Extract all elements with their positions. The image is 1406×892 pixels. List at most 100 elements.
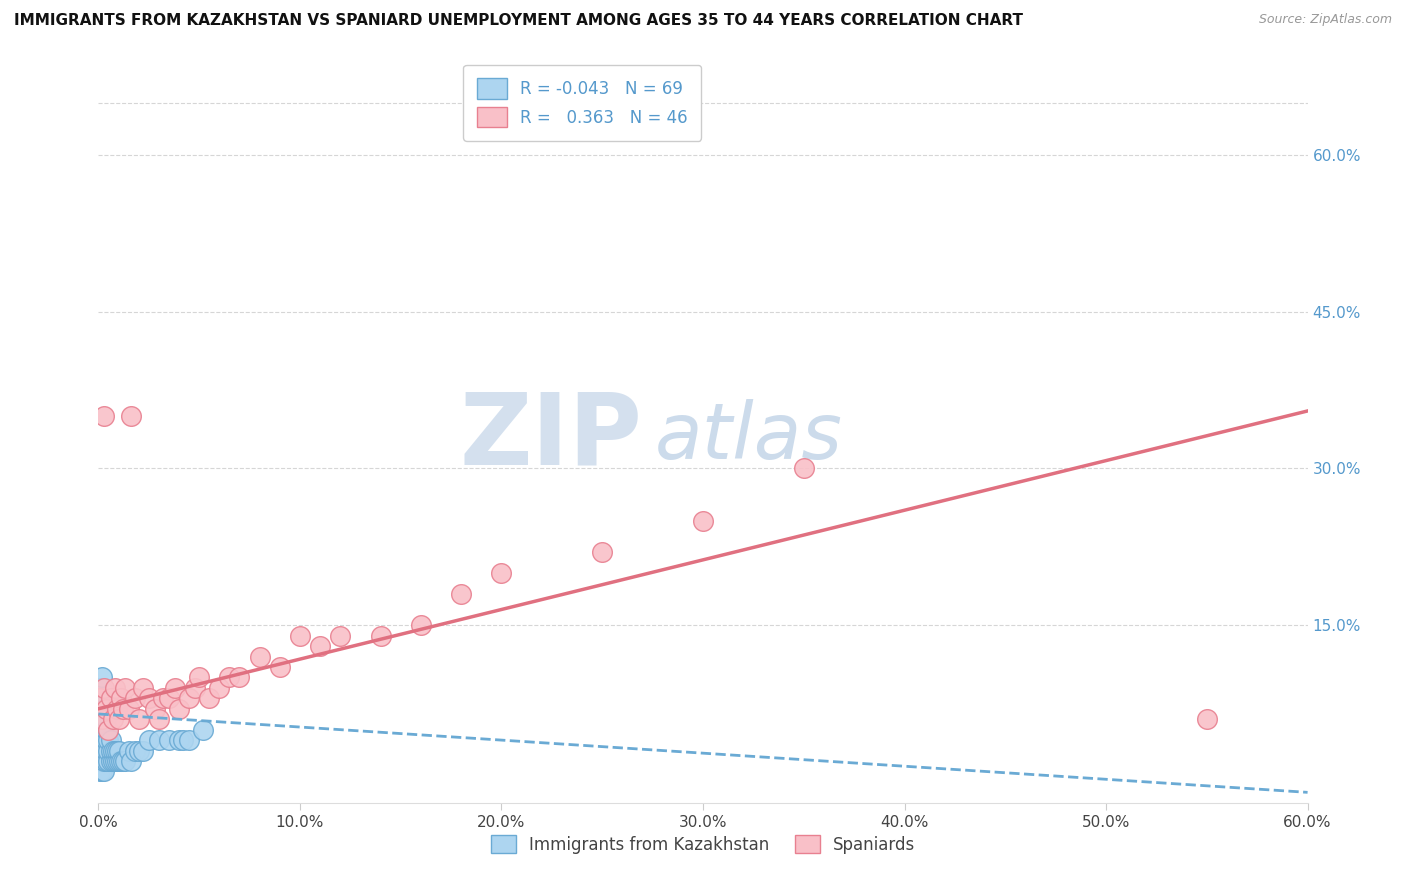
Point: [89, 681, 111, 695]
Point: [179, 691, 201, 706]
Point: [309, 639, 332, 653]
Point: [105, 754, 128, 768]
Point: [93, 409, 115, 424]
Point: [124, 691, 146, 706]
Point: [89, 712, 111, 726]
Point: [218, 670, 240, 684]
Point: [692, 514, 714, 528]
Point: [97, 743, 120, 757]
Point: [89, 743, 111, 757]
Point: [409, 618, 432, 632]
Point: [89, 712, 111, 726]
Point: [188, 670, 211, 684]
Point: [124, 743, 146, 757]
Point: [87, 754, 110, 768]
Point: [96, 743, 118, 757]
Text: Source: ZipAtlas.com: Source: ZipAtlas.com: [1258, 13, 1392, 27]
Point: [91, 712, 114, 726]
Legend: Immigrants from Kazakhstan, Spaniards: Immigrants from Kazakhstan, Spaniards: [484, 829, 922, 860]
Point: [157, 691, 180, 706]
Point: [793, 461, 815, 475]
Point: [198, 691, 221, 706]
Point: [96, 702, 118, 716]
Point: [89, 723, 111, 737]
Point: [107, 754, 129, 768]
Point: [91, 723, 114, 737]
Point: [228, 670, 250, 684]
Point: [89, 754, 111, 768]
Point: [172, 733, 194, 747]
Point: [87, 743, 110, 757]
Point: [89, 764, 111, 779]
Point: [97, 723, 120, 737]
Point: [91, 681, 114, 695]
Point: [132, 681, 155, 695]
Point: [329, 629, 352, 643]
Point: [114, 681, 136, 695]
Point: [107, 743, 129, 757]
Point: [163, 681, 186, 695]
Point: [93, 743, 115, 757]
Point: [105, 702, 128, 716]
Point: [91, 712, 114, 726]
Point: [120, 409, 142, 424]
Point: [93, 681, 115, 695]
Point: [103, 754, 125, 768]
Point: [91, 754, 114, 768]
Point: [193, 723, 215, 737]
Point: [167, 702, 190, 716]
Point: [89, 733, 111, 747]
Point: [93, 764, 115, 779]
Point: [101, 743, 124, 757]
Point: [100, 743, 122, 757]
Point: [450, 587, 472, 601]
Point: [100, 691, 122, 706]
Point: [100, 754, 122, 768]
Point: [97, 754, 120, 768]
Point: [269, 660, 291, 674]
Point: [93, 733, 115, 747]
Point: [101, 754, 124, 768]
Point: [118, 743, 141, 757]
Point: [110, 691, 132, 706]
Point: [91, 743, 114, 757]
Point: [491, 566, 513, 580]
Point: [89, 691, 111, 706]
Point: [96, 712, 118, 726]
Point: [107, 712, 129, 726]
Point: [114, 754, 136, 768]
Point: [138, 733, 160, 747]
Point: [157, 733, 180, 747]
Point: [91, 733, 114, 747]
Point: [105, 743, 128, 757]
Point: [118, 702, 141, 716]
Point: [89, 702, 111, 716]
Point: [96, 723, 118, 737]
Point: [101, 712, 124, 726]
Point: [100, 733, 122, 747]
Point: [208, 681, 231, 695]
Point: [93, 702, 115, 716]
Point: [91, 702, 114, 716]
Text: ZIP: ZIP: [460, 389, 643, 485]
Point: [143, 702, 166, 716]
Point: [1195, 712, 1218, 726]
Point: [89, 691, 111, 706]
Point: [370, 629, 392, 643]
Point: [96, 754, 118, 768]
Point: [249, 649, 271, 664]
Point: [591, 545, 613, 559]
Point: [148, 712, 170, 726]
Point: [89, 723, 111, 737]
Point: [103, 743, 125, 757]
Point: [96, 733, 118, 747]
Point: [111, 702, 134, 716]
Point: [89, 733, 111, 747]
Point: [288, 629, 311, 643]
Point: [91, 764, 114, 779]
Point: [111, 754, 134, 768]
Point: [179, 733, 201, 747]
Point: [93, 723, 115, 737]
Point: [89, 743, 111, 757]
Text: IMMIGRANTS FROM KAZAKHSTAN VS SPANIARD UNEMPLOYMENT AMONG AGES 35 TO 44 YEARS CO: IMMIGRANTS FROM KAZAKHSTAN VS SPANIARD U…: [14, 13, 1024, 29]
